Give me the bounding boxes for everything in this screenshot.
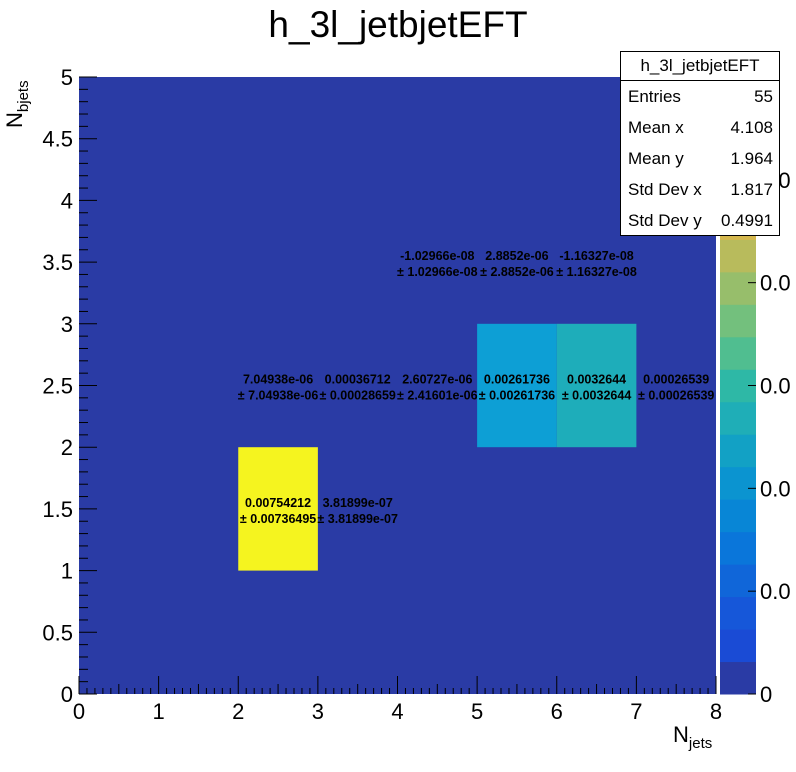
palette-tick-label: 0 (760, 682, 772, 707)
heatmap-cell (556, 323, 637, 448)
y-tick-label: 1.5 (42, 497, 73, 522)
cell-value-label: -1.16327e-08 (559, 249, 633, 263)
stats-value: 1.817 (730, 180, 773, 199)
palette-swatch (720, 466, 756, 500)
stats-label: Entries (628, 87, 681, 106)
cell-value-label: 2.60727e-06 (402, 373, 472, 387)
cell-value-label: 3.81899e-07 (323, 496, 393, 510)
x-axis-label-main: N (673, 722, 689, 747)
chart-title: h_3l_jetbjetEFT (268, 4, 528, 45)
cell-error-label: ± 7.04938e-06 (238, 389, 319, 403)
stats-label: Std Dev y (628, 211, 702, 230)
cell-value-label: 7.04938e-06 (243, 373, 313, 387)
cell-error-label: ± 3.81899e-07 (317, 512, 398, 526)
y-tick-label: 0.5 (42, 620, 73, 645)
stats-row-mean-y: Mean y 1.964 (621, 143, 779, 174)
cell-value-label: -1.02966e-08 (400, 249, 474, 263)
x-tick-label: 5 (471, 699, 483, 724)
y-tick-label: 1 (61, 559, 73, 584)
palette-swatch (720, 499, 756, 533)
cell-value-label: 2.8852e-06 (485, 249, 548, 263)
y-axis-label: Nbjets (2, 80, 32, 128)
palette-swatch (720, 564, 756, 598)
palette-swatch (720, 629, 756, 663)
stats-box: h_3l_jetbjetEFT Entries 55 Mean x 4.108 Me… (620, 51, 780, 236)
stats-box-title: h_3l_jetbjetEFT (621, 52, 779, 81)
cell-error-label: ± 0.00026539 (638, 389, 714, 403)
y-tick-label: 2 (61, 435, 73, 460)
y-axis-label-main: N (2, 112, 27, 128)
x-tick-label: 0 (73, 699, 85, 724)
cell-value-label: 0.00036712 (325, 373, 391, 387)
y-tick-label: 0 (61, 682, 73, 707)
y-tick-label: 3 (61, 312, 73, 337)
y-axis-label-sub: bjets (15, 80, 32, 112)
x-axis-label: Njets (673, 722, 712, 752)
palette-swatch (720, 401, 756, 435)
y-tick-label: 4.5 (42, 127, 73, 152)
heatmap-cell (238, 447, 318, 571)
cell-error-label: ± 0.00261736 (479, 389, 555, 403)
stats-label: Std Dev x (628, 180, 702, 199)
palette-tick-label: 0.0 (760, 271, 791, 296)
stats-row-entries: Entries 55 (621, 81, 779, 112)
x-tick-label: 7 (630, 699, 642, 724)
palette-swatch (720, 239, 756, 273)
stats-value: 4.108 (730, 118, 773, 137)
y-tick-label: 5 (61, 65, 73, 90)
stats-label: Mean y (628, 149, 684, 168)
cell-error-label: ± 1.02966e-08 (397, 265, 478, 279)
stats-label: Mean x (628, 118, 684, 137)
y-tick-label: 4 (61, 188, 73, 213)
cell-error-label: ± 2.41601e-06 (397, 389, 478, 403)
palette-tick-label: 0.0 (760, 374, 791, 399)
cell-value-label: 0.00026539 (643, 373, 709, 387)
palette-swatch (720, 304, 756, 338)
x-axis-label-sub: jets (688, 735, 712, 752)
stats-row-mean-x: Mean x 4.108 (621, 112, 779, 143)
palette-swatch (720, 596, 756, 630)
stats-value: 0.4991 (721, 211, 773, 230)
cell-error-label: ± 1.16327e-08 (556, 265, 637, 279)
x-tick-label: 6 (551, 699, 563, 724)
palette-swatch (720, 271, 756, 305)
palette-tick-label: 0.0 (760, 476, 791, 501)
y-tick-label: 3.5 (42, 250, 73, 275)
palette-swatch (720, 336, 756, 370)
cell-error-label: ± 0.00736495 (240, 512, 316, 526)
cell-error-label: ± 0.0032644 (562, 389, 631, 403)
x-tick-label: 2 (232, 699, 244, 724)
palette-swatch (720, 434, 756, 468)
cell-error-label: ± 0.00028659 (320, 389, 396, 403)
cell-error-label: ± 2.8852e-06 (480, 265, 554, 279)
cell-value-label: 0.0032644 (567, 373, 626, 387)
y-tick-label: 2.5 (42, 374, 73, 399)
x-tick-label: 1 (153, 699, 165, 724)
palette-swatch (720, 661, 756, 695)
x-tick-label: 3 (312, 699, 324, 724)
stats-value: 55 (754, 87, 773, 106)
stats-row-stddev-y: Std Dev y 0.4991 (621, 205, 779, 236)
stats-row-stddev-x: Std Dev x 1.817 (621, 174, 779, 205)
x-tick-label: 4 (391, 699, 403, 724)
x-tick-label: 8 (710, 699, 722, 724)
heatmap-cell (477, 323, 557, 448)
palette-swatch (720, 531, 756, 565)
stats-value: 1.964 (730, 149, 773, 168)
cell-value-label: 0.00261736 (484, 373, 550, 387)
cell-value-label: 0.00754212 (245, 496, 311, 510)
palette-tick-label: 0.0 (760, 579, 791, 604)
